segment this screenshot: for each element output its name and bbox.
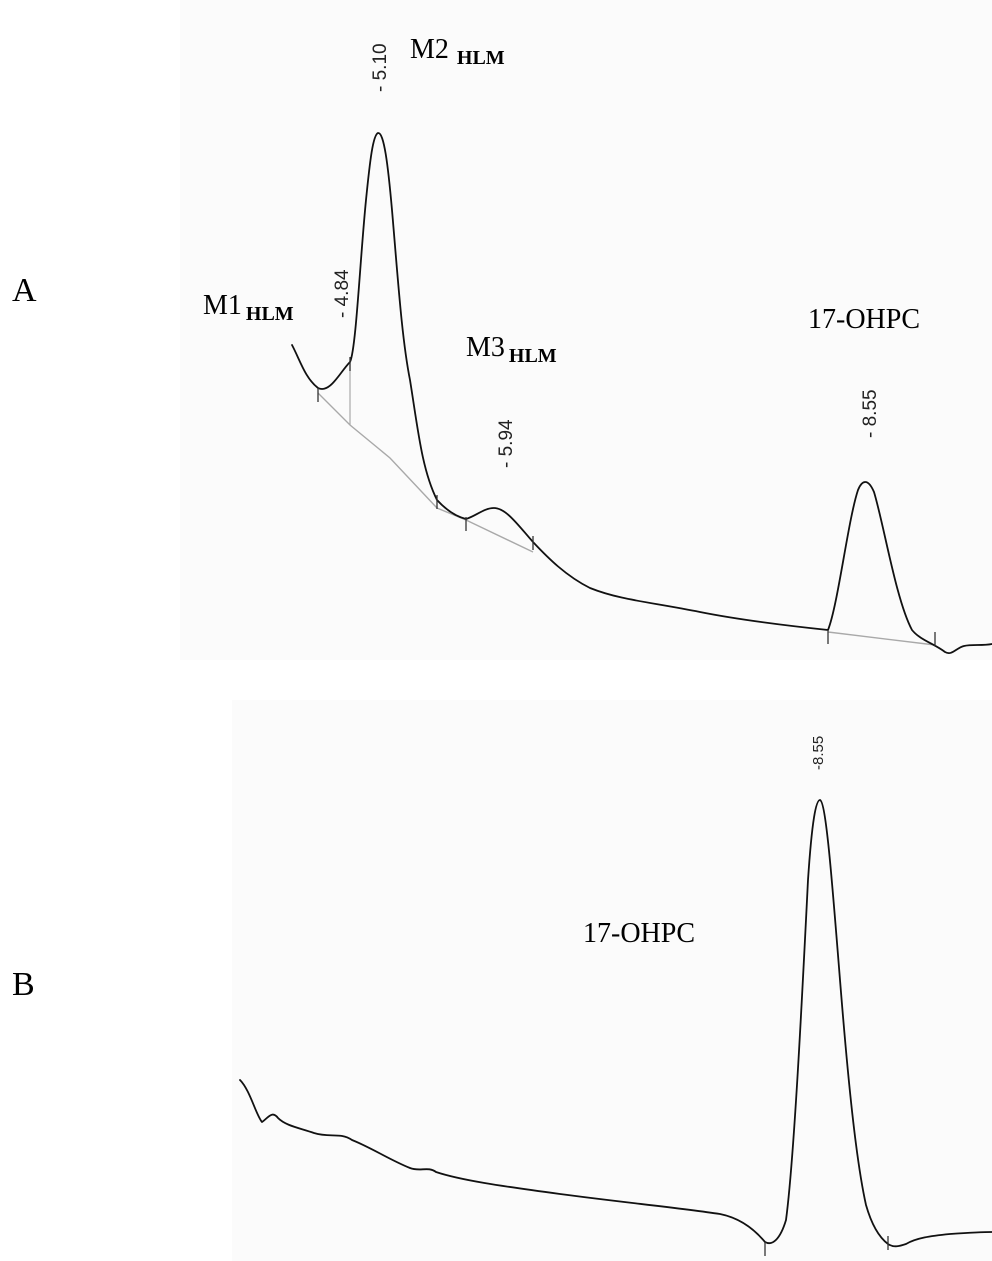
panel-b-trace bbox=[239, 799, 992, 1248]
panel-a-rt-m3: - 5.94 bbox=[496, 419, 517, 468]
panel-a-peak-m3-sub: HLM bbox=[509, 345, 557, 367]
panel-a-rt-m2: - 5.10 bbox=[370, 43, 391, 92]
panel-b-rt-17ohpc: -8.55 bbox=[810, 736, 827, 770]
panel-a-peak-m1-sub: HLM bbox=[246, 303, 294, 325]
panel-b-label: B bbox=[12, 966, 35, 1003]
panel-a-peak-17ohpc-label: 17-OHPC bbox=[808, 304, 920, 335]
panel-a-label: A bbox=[12, 272, 37, 309]
panel-a-peak-m2-name: M2 bbox=[410, 34, 449, 65]
panel-a-peak-m1-name: M1 bbox=[203, 290, 242, 321]
panel-a-peak-m3-label: M3 HLM bbox=[466, 332, 557, 367]
panel-a-baseline-segment-2 bbox=[827, 631, 936, 646]
panel-a-peak-ticks bbox=[317, 357, 936, 646]
panel-a-peak-m3-name: M3 bbox=[466, 332, 505, 363]
panel-a-peak-m2-label: M2 HLM bbox=[410, 34, 505, 69]
panel-a-rt-17ohpc: - 8.55 bbox=[860, 389, 881, 438]
panel-a-peak-m2-sub: HLM bbox=[457, 47, 505, 69]
panel-a-trace bbox=[291, 132, 992, 654]
panel-a-baseline-segment-1 bbox=[317, 392, 534, 553]
panel-a-integration-lines bbox=[317, 362, 936, 646]
panel-b-peak-ticks bbox=[764, 1236, 889, 1256]
panel-b-peak-17ohpc-label: 17-OHPC bbox=[583, 918, 695, 949]
panel-a-rt-m1: - 4.84 bbox=[332, 269, 353, 318]
panel-b-plot-area bbox=[232, 700, 992, 1261]
panel-a-plot-area bbox=[180, 0, 992, 660]
panel-a-peak-m1-label: M1 HLM bbox=[203, 290, 294, 325]
